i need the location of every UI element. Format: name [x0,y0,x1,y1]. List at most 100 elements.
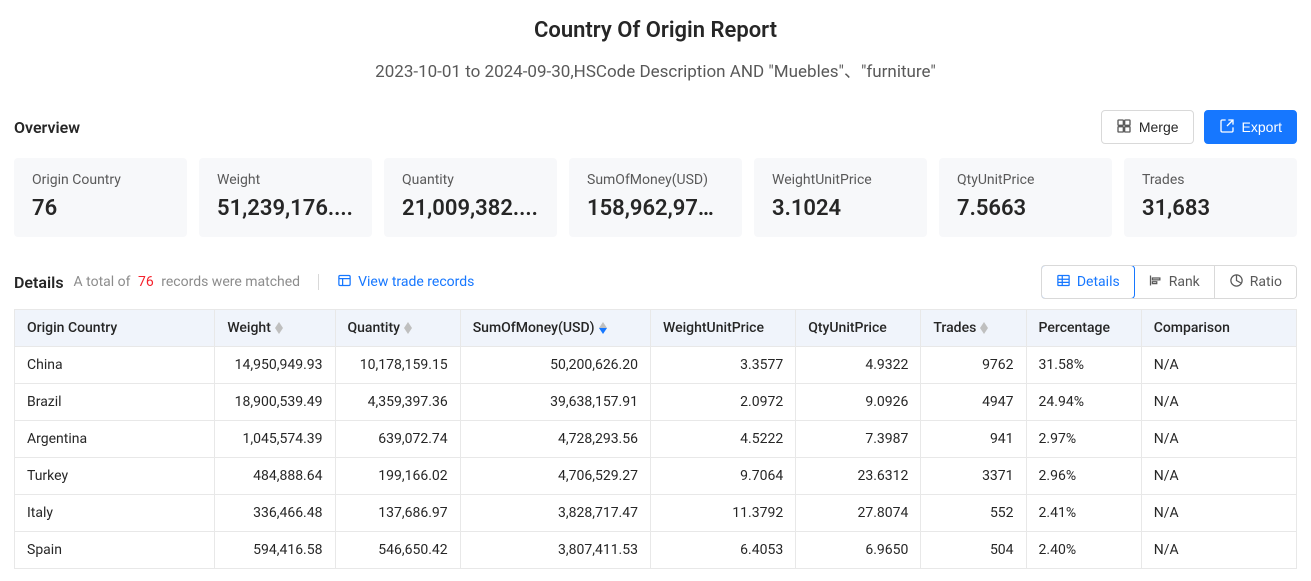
table-cell: 4.9322 [796,347,921,384]
table-cell: 4947 [921,384,1026,421]
table-cell: 31.58% [1026,347,1141,384]
tab-ratio[interactable]: Ratio [1215,266,1296,298]
tab-details[interactable]: Details [1041,265,1135,299]
table-cell: 7.3987 [796,421,921,458]
table-cell: Italy [15,495,215,532]
table-cell: 2.97% [1026,421,1141,458]
overview-label: Overview [14,118,80,137]
table-cell: 504 [921,532,1026,569]
table-cell: 546,650.42 [335,532,460,569]
details-meta-suffix: records were matched [161,274,300,290]
sort-icon [980,322,988,334]
card-label: Weight [217,172,354,188]
table-cell: 2.41% [1026,495,1141,532]
column-header-label: WeightUnitPrice [663,320,764,336]
table-icon [1056,273,1071,292]
card-value: 76 [32,196,169,221]
details-records-count: A total of 76 records were matched [74,274,301,290]
overview-card: Quantity21,009,382.... [384,158,557,237]
details-meta-prefix: A total of [74,274,131,290]
view-trade-records-link[interactable]: View trade records [337,273,474,292]
export-button-label: Export [1242,119,1282,135]
overview-card: Origin Country 76 [14,158,187,237]
details-table: Origin Country Weight Quantity SumOfMoney(U… [14,309,1297,569]
table-cell: 2.40% [1026,532,1141,569]
table-row: Brazil18,900,539.494,359,397.3639,638,15… [15,384,1297,421]
tab-rank[interactable]: Rank [1134,266,1215,298]
card-label: QtyUnitPrice [957,172,1094,188]
column-header-label: SumOfMoney(USD) [473,320,595,336]
table-cell: N/A [1141,458,1296,495]
column-header-label: Trades [933,320,976,336]
table-cell: 3.3577 [650,347,795,384]
column-header-label: QtyUnitPrice [808,320,887,336]
card-label: Origin Country [32,172,169,188]
bar-chart-icon [1148,273,1163,292]
divider [318,274,319,290]
card-value: 31,683 [1142,196,1279,221]
card-value: 158,962,971... [587,196,724,221]
table-cell: N/A [1141,495,1296,532]
table-cell: 484,888.64 [215,458,335,495]
merge-button-label: Merge [1139,119,1179,135]
column-header: Origin Country [15,310,215,347]
table-cell: N/A [1141,384,1296,421]
export-icon [1219,118,1235,137]
column-header[interactable]: Quantity [335,310,460,347]
column-header: QtyUnitPrice [796,310,921,347]
sort-icon [404,322,412,334]
table-cell: N/A [1141,532,1296,569]
details-header-left: Details A total of 76 records were match… [14,273,474,292]
overview-card: SumOfMoney(USD) 158,962,971... [569,158,742,237]
column-header: Percentage [1026,310,1141,347]
table-cell: N/A [1141,421,1296,458]
table-cell: N/A [1141,347,1296,384]
column-header[interactable]: Trades [921,310,1026,347]
table-cell: 199,166.02 [335,458,460,495]
page-subtitle: 2023-10-01 to 2024-09-30,HSCode Descript… [14,57,1297,82]
table-cell: 4,706,529.27 [460,458,650,495]
overview-cards: Origin Country 76 Weight 51,239,176.... Quan… [14,158,1297,237]
list-icon [337,273,352,292]
sort-icon [599,322,607,334]
overview-card: Weight 51,239,176.... [199,158,372,237]
table-cell: Brazil [15,384,215,421]
export-button[interactable]: Export [1204,110,1297,144]
table-cell: 39,638,157.91 [460,384,650,421]
overview-card: Trades31,683 [1124,158,1297,237]
table-cell: 27.8074 [796,495,921,532]
view-trade-records-label: View trade records [358,274,474,290]
table-cell: 1,045,574.39 [215,421,335,458]
table-cell: 3,807,411.53 [460,532,650,569]
table-row: Argentina1,045,574.39639,072.744,728,293… [15,421,1297,458]
table-cell: 594,416.58 [215,532,335,569]
column-header-label: Quantity [348,320,401,336]
merge-button[interactable]: Merge [1101,110,1194,144]
column-header[interactable]: Weight [215,310,335,347]
table-cell: 2.96% [1026,458,1141,495]
table-cell: 336,466.48 [215,495,335,532]
table-row: Turkey484,888.64199,166.024,706,529.279.… [15,458,1297,495]
table-cell: 50,200,626.20 [460,347,650,384]
overview-card: WeightUnitPrice3.1024 [754,158,927,237]
table-cell: Turkey [15,458,215,495]
tab-rank-label: Rank [1169,274,1200,290]
column-header-label: Comparison [1154,320,1230,336]
card-label: WeightUnitPrice [772,172,909,188]
table-cell: 9.0926 [796,384,921,421]
column-header-label: Weight [227,320,271,336]
card-label: SumOfMoney(USD) [587,172,724,188]
sort-icon [275,322,283,334]
table-cell: China [15,347,215,384]
details-header: Details A total of 76 records were match… [14,265,1297,299]
card-value: 7.5663 [957,196,1094,221]
table-cell: 2.0972 [650,384,795,421]
column-header-label: Percentage [1039,320,1110,336]
table-cell: 639,072.74 [335,421,460,458]
card-value: 51,239,176.... [217,196,354,221]
table-cell: 6.4053 [650,532,795,569]
table-cell: 4.5222 [650,421,795,458]
column-header[interactable]: SumOfMoney(USD) [460,310,650,347]
tab-ratio-label: Ratio [1250,274,1282,290]
overview-card: QtyUnitPrice 7.5663 [939,158,1112,237]
